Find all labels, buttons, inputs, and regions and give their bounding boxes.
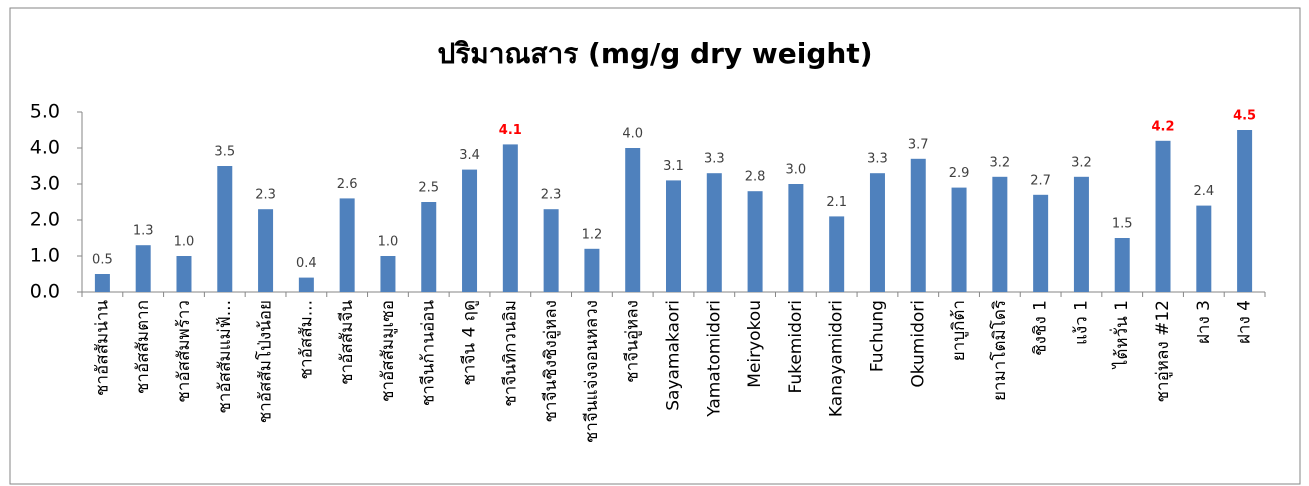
data-label: 4.2 — [1152, 119, 1175, 134]
data-label: 2.9 — [949, 166, 970, 181]
x-tick-label: ชาอัสสัม... — [296, 300, 316, 379]
bar — [94, 274, 110, 292]
data-label: 3.4 — [459, 148, 480, 163]
y-tick-label: 0.0 — [30, 281, 60, 303]
bar — [339, 198, 355, 292]
bar — [258, 209, 274, 292]
x-tick-label: ชิงชิง 1 — [1031, 300, 1051, 356]
x-tick-label: ยามาโตมิโดริ — [989, 300, 1010, 401]
x-tick-label: Fuchung — [867, 300, 887, 372]
data-label: 2.7 — [1030, 173, 1051, 188]
x-tick-label: ฝาง 3 — [1194, 300, 1214, 344]
x-tick-label: ยาบูกิต้า — [949, 300, 969, 361]
bar — [1033, 194, 1049, 292]
chart-border — [9, 7, 1301, 485]
data-label: 3.3 — [704, 152, 725, 167]
data-label: 3.1 — [663, 159, 684, 174]
x-tick-label: Okumidori — [908, 300, 928, 388]
x-tick-label: ชาอัสสัมตาก — [133, 300, 153, 394]
x-tick-label: Sayamakaori — [664, 300, 684, 411]
bar — [869, 173, 885, 292]
x-tick-label: Yamatomidori — [704, 300, 724, 418]
data-label: 1.0 — [378, 235, 399, 250]
data-label: 2.4 — [1193, 184, 1214, 199]
bar — [217, 166, 233, 292]
x-tick-label: ชาจีนทิกวนอิม — [500, 300, 520, 407]
x-tick-label: Meiryokou — [745, 300, 765, 388]
data-label: 4.0 — [622, 127, 643, 142]
data-label: 1.0 — [174, 235, 195, 250]
data-label: 3.5 — [214, 145, 235, 160]
x-tick-label: ชาจีน 4 ฤดู — [460, 300, 480, 386]
data-label: 3.7 — [908, 137, 929, 152]
bar — [380, 256, 396, 292]
x-tick-label: ฝาง 4 — [1235, 300, 1255, 344]
bar — [1073, 176, 1089, 292]
data-label: 2.5 — [418, 181, 439, 196]
x-tick-label: Fukemidori — [786, 300, 806, 394]
chart-title: ปริมาณสาร (mg/g dry weight) — [437, 37, 872, 70]
y-tick-label: 1.0 — [30, 245, 60, 267]
bar — [992, 176, 1008, 292]
bar — [502, 144, 518, 292]
bar — [298, 277, 314, 292]
data-label: 2.1 — [826, 195, 847, 210]
y-tick-label: 5.0 — [30, 101, 60, 123]
y-tick-label: 4.0 — [30, 137, 60, 159]
bar — [584, 248, 600, 292]
bar — [1237, 130, 1253, 292]
data-label: 1.5 — [1112, 217, 1133, 232]
data-label: 3.2 — [990, 155, 1011, 170]
x-tick-label: ไต้หวั่น 1 — [1109, 300, 1132, 370]
data-label: 0.5 — [92, 253, 113, 268]
x-tick-label: ชาจีนชิงชิงอู่หลง — [541, 300, 561, 422]
data-label: 0.4 — [296, 256, 317, 271]
y-tick-label: 3.0 — [30, 173, 60, 195]
x-tick-label: ชาจีนอู่หลง — [623, 300, 643, 383]
bar — [421, 202, 437, 292]
bar — [788, 184, 804, 292]
data-label: 3.0 — [786, 163, 807, 178]
bar — [910, 158, 926, 292]
y-tick-label: 2.0 — [30, 209, 60, 231]
bar — [625, 148, 641, 292]
bar — [543, 209, 559, 292]
bar — [829, 216, 845, 292]
x-tick-label: Kanayamidori — [827, 300, 847, 417]
bar — [176, 256, 192, 292]
data-label: 2.6 — [337, 177, 358, 192]
data-label: 2.8 — [745, 170, 766, 185]
bar — [135, 245, 151, 292]
bar — [951, 187, 967, 292]
bar — [1114, 238, 1130, 292]
data-label: 3.2 — [1071, 155, 1092, 170]
x-tick-label: ชาอัสสัมน่าน — [92, 300, 112, 396]
bar — [706, 173, 722, 292]
x-tick-label: ชาอัสสัมแม่ฟ้... — [215, 300, 235, 414]
x-tick-label: ชาอัสสัมพร้าว — [174, 300, 194, 403]
bar — [462, 169, 478, 292]
x-tick-label: ชาจีนก้านอ่อน — [419, 300, 439, 407]
data-label: 1.2 — [582, 227, 603, 242]
bar — [1196, 205, 1212, 292]
x-tick-label: ชาอัสสัมจีน — [337, 300, 357, 385]
data-label: 4.1 — [499, 123, 522, 138]
data-label: 4.5 — [1233, 109, 1256, 124]
data-label: 2.3 — [541, 188, 562, 203]
bar — [747, 191, 763, 292]
x-tick-label: ชาจีนแจ่งจอนหลวง — [582, 300, 602, 443]
x-tick-label: ชาอัสสัมมูเซอ — [378, 300, 398, 402]
bar — [1155, 140, 1171, 292]
bar — [666, 180, 681, 292]
data-label: 1.3 — [133, 224, 154, 239]
x-tick-label: ชาอัสสัมโป่งน้อย — [255, 300, 276, 423]
data-label: 3.3 — [867, 152, 888, 167]
data-label: 2.3 — [255, 188, 276, 203]
x-tick-label: แง้ว 1 — [1071, 300, 1091, 345]
x-tick-label: ชาอู่หลง #12 — [1153, 300, 1173, 403]
